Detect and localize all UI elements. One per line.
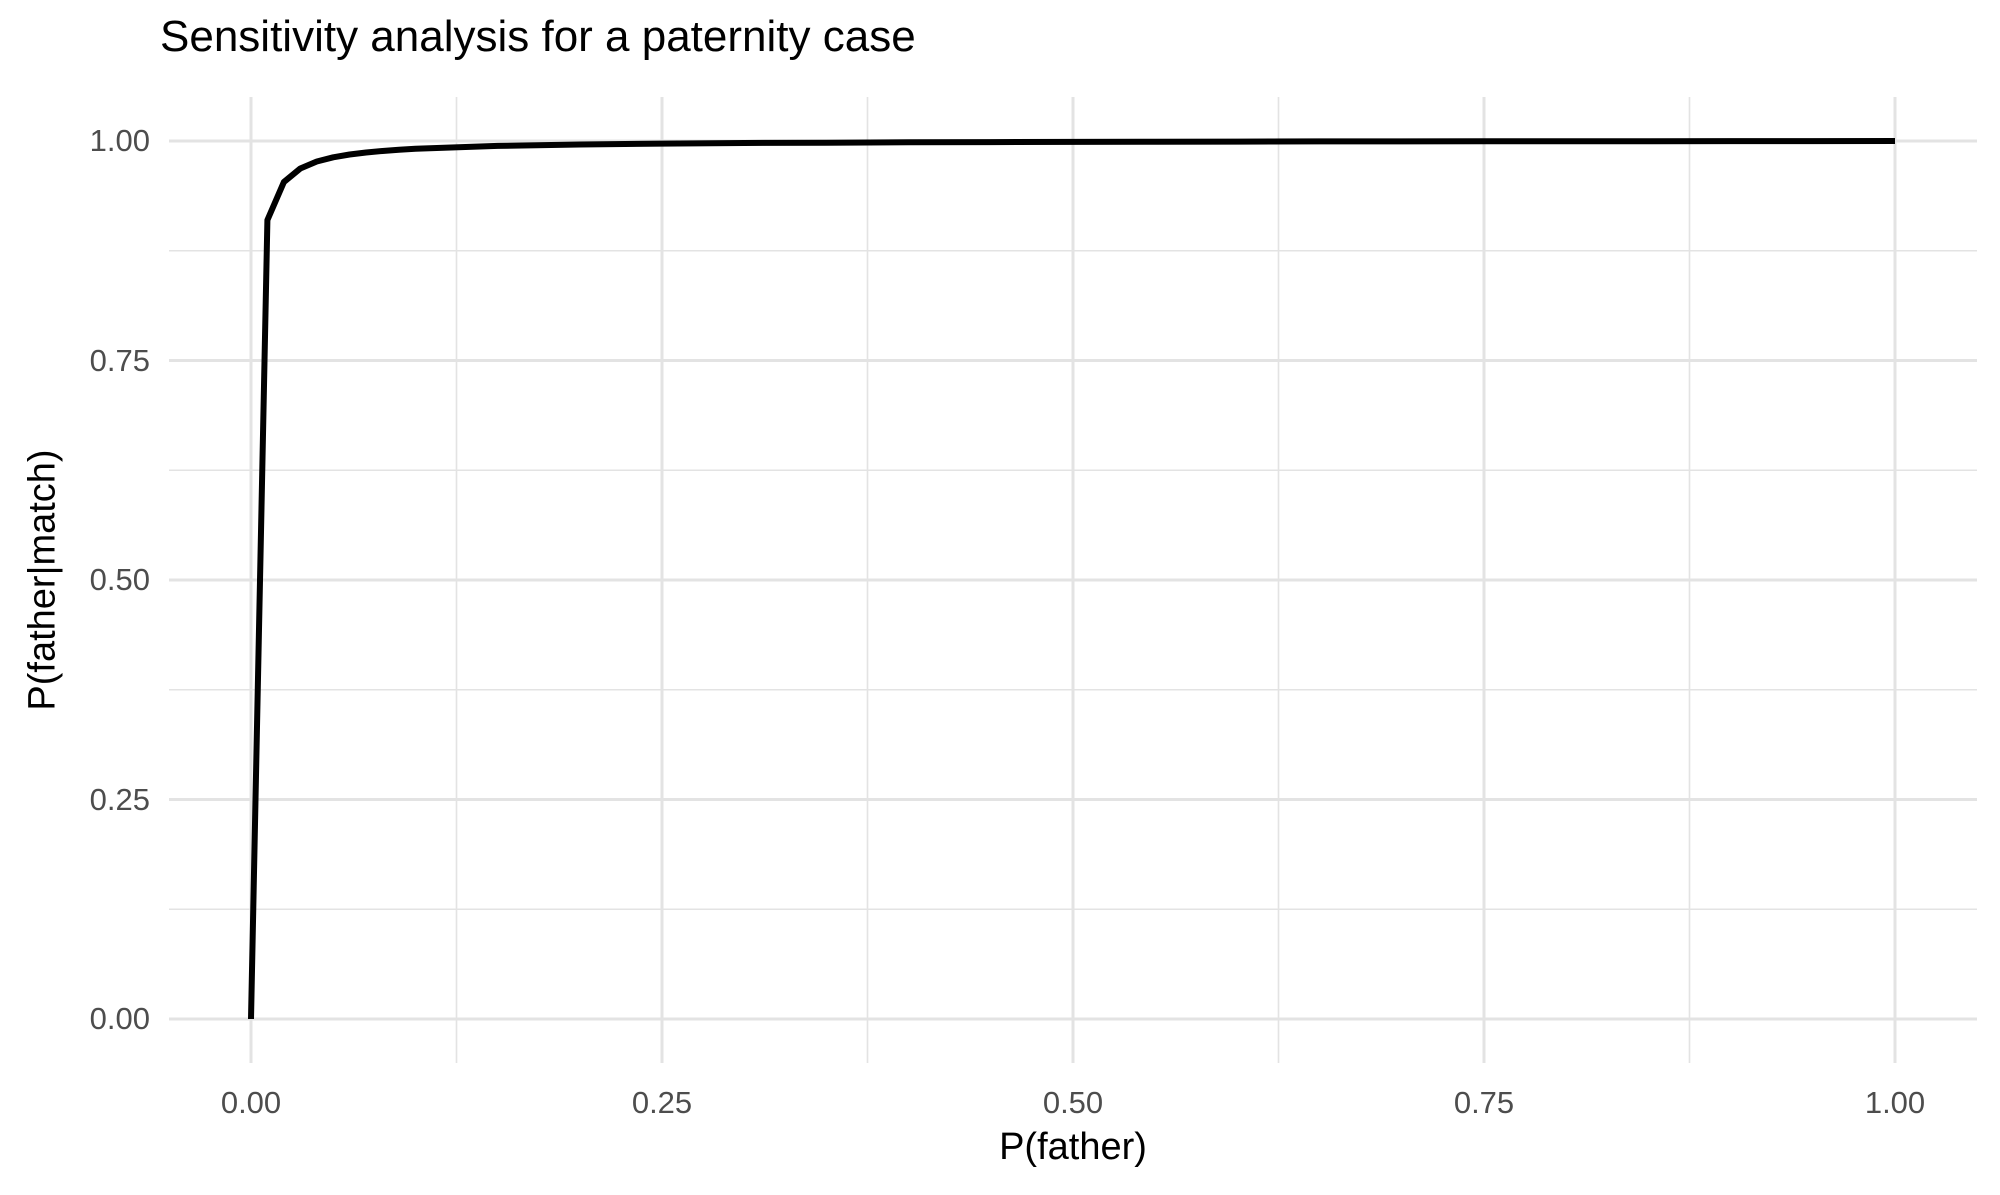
x-tick-label: 0.50 — [1042, 1085, 1104, 1120]
y-tick-label: 0.50 — [89, 562, 150, 597]
y-tick-label: 0.75 — [89, 342, 150, 378]
y-tick-label: 0.00 — [89, 1001, 150, 1036]
posterior-probability-curve — [248, 138, 1896, 1020]
major-gridlines — [169, 97, 1977, 1063]
x-tick-label: 1.00 — [1864, 1085, 1926, 1120]
x-tick-label: 0.25 — [631, 1085, 693, 1120]
plot-title: Sensitivity analysis for a paternity cas… — [160, 12, 916, 61]
y-tick-label: 1.00 — [89, 123, 150, 158]
y-tick-label: 0.25 — [89, 781, 150, 817]
x-tick-label: 0.75 — [1453, 1085, 1515, 1120]
x-tick-label: 0.00 — [220, 1085, 282, 1120]
x-axis-title: P(father) — [999, 1126, 1147, 1168]
y-axis-title: P(father|match) — [21, 449, 64, 711]
